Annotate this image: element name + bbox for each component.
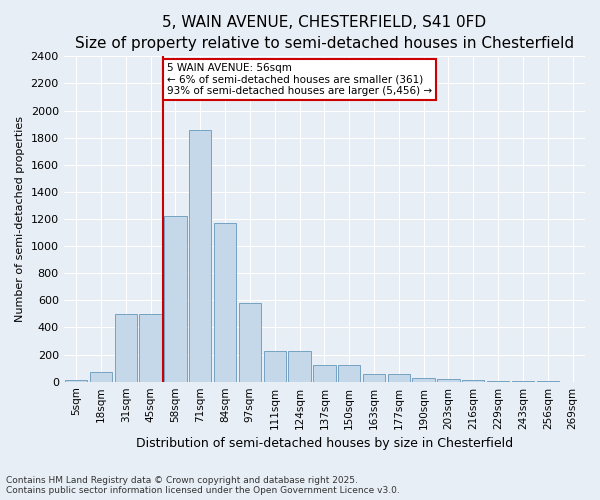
Bar	[263, 350, 286, 382]
Bar	[139, 314, 162, 382]
Bar	[239, 303, 261, 382]
Bar	[214, 223, 236, 382]
Bar	[90, 372, 112, 382]
Bar	[189, 130, 211, 382]
Bar	[164, 216, 187, 382]
X-axis label: Distribution of semi-detached houses by size in Chesterfield: Distribution of semi-detached houses by …	[136, 437, 513, 450]
Bar	[487, 381, 509, 382]
Bar	[65, 380, 87, 382]
Bar	[412, 378, 435, 382]
Text: 5 WAIN AVENUE: 56sqm
← 6% of semi-detached houses are smaller (361)
93% of semi-: 5 WAIN AVENUE: 56sqm ← 6% of semi-detach…	[167, 63, 432, 96]
Bar	[289, 350, 311, 382]
Title: 5, WAIN AVENUE, CHESTERFIELD, S41 0FD
Size of property relative to semi-detached: 5, WAIN AVENUE, CHESTERFIELD, S41 0FD Si…	[75, 15, 574, 51]
Bar	[437, 379, 460, 382]
Bar	[363, 374, 385, 382]
Text: Contains HM Land Registry data © Crown copyright and database right 2025.
Contai: Contains HM Land Registry data © Crown c…	[6, 476, 400, 495]
Bar	[388, 374, 410, 382]
Bar	[115, 314, 137, 382]
Bar	[338, 366, 361, 382]
Y-axis label: Number of semi-detached properties: Number of semi-detached properties	[15, 116, 25, 322]
Bar	[313, 366, 335, 382]
Bar	[462, 380, 484, 382]
